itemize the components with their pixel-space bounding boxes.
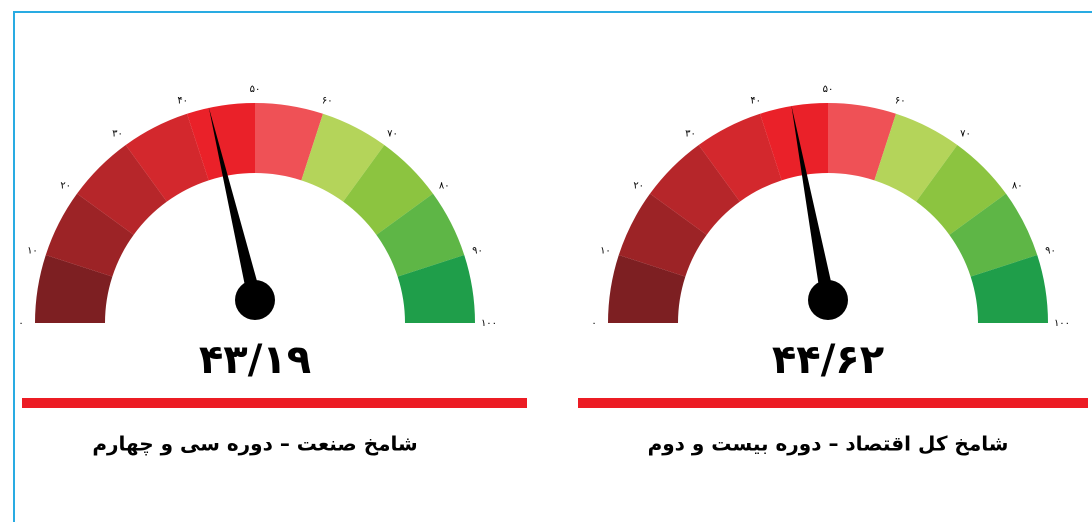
gauge-segment — [608, 255, 686, 323]
tick-label: ۱۰۰ — [481, 318, 497, 329]
tick-label: ۶۰ — [322, 95, 333, 106]
tick-label: ۳۰ — [112, 129, 123, 140]
tick-label: ۱۰۰ — [1054, 318, 1070, 329]
needle — [791, 105, 835, 302]
tick-label: ۱۰ — [600, 246, 611, 257]
gauge-segment — [376, 193, 465, 277]
value-label: ۴۳/۱۹ — [199, 337, 311, 383]
tick-label: ۳۰ — [685, 129, 696, 140]
gauge-segment — [301, 113, 385, 202]
gauge-segment — [618, 193, 707, 277]
frame — [13, 11, 1092, 522]
gauge-segment — [125, 113, 209, 202]
gauge-segment — [397, 255, 475, 323]
gauge-segment — [698, 113, 782, 202]
tick-label: ۵۰ — [823, 84, 834, 95]
value-label: ۴۴/۶۲ — [772, 337, 884, 383]
gauge-segment — [650, 145, 740, 235]
gauge-segment — [828, 103, 896, 181]
tick-label: ۰ — [18, 318, 23, 329]
tick-label: ۷۰ — [387, 129, 398, 140]
tick-label: ۹۰ — [472, 246, 483, 257]
gauge-segment — [949, 193, 1038, 277]
gauge-segment — [343, 145, 433, 235]
needle-hub — [235, 280, 275, 320]
gauge-title: شامخ صنعت – دوره سی و چهارم — [92, 432, 417, 457]
gauge-segment — [760, 103, 828, 181]
gauge-segment — [77, 145, 167, 235]
gauge-segment — [874, 113, 958, 202]
gauge-title: شامخ کل اقتصاد – دوره بیست و دوم — [648, 432, 1009, 456]
tick-label: ۵۰ — [250, 84, 261, 95]
tick-label: ۷۰ — [960, 129, 971, 140]
gauge-segment — [970, 255, 1048, 323]
tick-label: ۸۰ — [1012, 180, 1023, 191]
tick-label: ۱۰ — [27, 246, 38, 257]
tick-label: ۲۰ — [633, 180, 644, 191]
gauge-segment — [916, 145, 1006, 235]
gauge-segment — [255, 103, 323, 181]
tick-label: ۲۰ — [60, 180, 71, 191]
divider-bar — [578, 398, 1088, 408]
gauge-segment — [187, 103, 255, 181]
tick-label: ۹۰ — [1045, 246, 1056, 257]
tick-label: ۰ — [591, 318, 596, 329]
needle-hub — [808, 280, 848, 320]
tick-label: ۴۰ — [750, 95, 761, 106]
tick-label: ۸۰ — [439, 180, 450, 191]
tick-label: ۴۰ — [177, 95, 188, 106]
tick-label: ۶۰ — [895, 95, 906, 106]
gauge-segment — [45, 193, 134, 277]
gauge-segment — [35, 255, 113, 323]
needle — [208, 106, 262, 302]
divider-bar — [22, 398, 527, 408]
